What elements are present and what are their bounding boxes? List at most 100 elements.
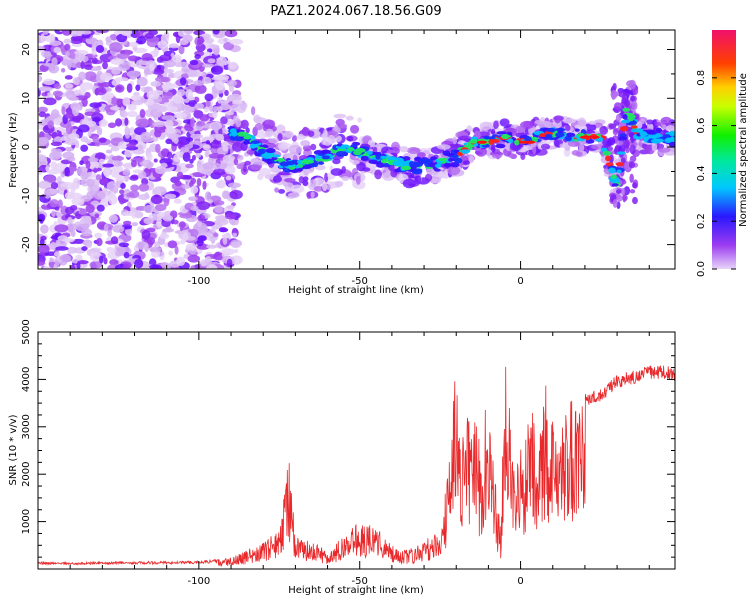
heatmap-cell (209, 44, 220, 49)
heatmap-cell (81, 33, 91, 39)
heatmap-cell (141, 229, 151, 240)
heatmap-cell (75, 254, 83, 261)
heatmap-cell (67, 60, 72, 70)
heatmap-cell (602, 150, 612, 156)
heatmap-cell (127, 104, 137, 111)
heatmap-cell (61, 106, 66, 116)
heatmap-cell (155, 166, 167, 175)
heatmap-cell (424, 173, 433, 182)
heatmap-cell (143, 204, 156, 214)
heatmap-cell (237, 131, 247, 137)
heatmap-cell (197, 214, 206, 222)
heatmap-cell (411, 168, 423, 173)
heatmap-cell (96, 204, 105, 212)
heatmap-cell (164, 68, 174, 74)
heatmap-cell (197, 36, 205, 45)
heatmap-cell (61, 68, 66, 73)
heatmap-cell (54, 259, 60, 268)
heatmap-cell (613, 102, 622, 110)
heatmap-cell (632, 182, 638, 189)
heatmap-cell (224, 89, 229, 97)
heatmap-cell (106, 95, 112, 105)
heatmap-cell (166, 151, 173, 160)
heatmap-cell (195, 153, 202, 158)
heatmap-cell (245, 127, 250, 134)
heatmap-cell (128, 41, 139, 48)
heatmap-cell (174, 180, 182, 187)
heatmap-cell (284, 178, 296, 183)
heatmap-cell (651, 142, 658, 152)
heatmap-cell (42, 266, 51, 269)
heatmap-cell (89, 102, 102, 109)
heatmap-cell (124, 148, 133, 158)
heatmap-cell (64, 83, 74, 89)
heatmap-cell (375, 154, 381, 160)
heatmap-cell (632, 196, 638, 205)
heatmap-cell (225, 175, 232, 181)
heatmap-cell (616, 194, 623, 202)
heatmap-cell (250, 106, 256, 116)
heatmap-cell (111, 96, 117, 107)
heatmap-cell (86, 191, 95, 199)
heatmap-cell (110, 236, 119, 244)
heatmap-cell (345, 115, 354, 121)
heatmap-cell (149, 246, 162, 252)
heatmap-cell (408, 161, 416, 167)
snr-xtick-label: -50 (352, 576, 368, 587)
heatmap-cell (612, 82, 617, 91)
heatmap-cell (401, 165, 412, 171)
heatmap-cell (102, 61, 108, 70)
heatmap-cell (244, 160, 251, 166)
heatmap-cell (217, 179, 226, 189)
heatmap-cell (162, 214, 174, 222)
heatmap-cell (271, 154, 281, 158)
heatmap-cell (571, 150, 580, 156)
heatmap-cell (479, 121, 492, 131)
heatmap-cell (80, 61, 85, 70)
heatmap-cell (74, 89, 80, 95)
heatmap-cell (134, 258, 144, 269)
heatmap-cell (562, 118, 577, 124)
heatmap-cell (173, 154, 180, 163)
heatmap-cell (136, 36, 147, 45)
heatmap-cell (190, 117, 195, 128)
heatmap-cell (555, 127, 566, 132)
heatmap-cell (98, 137, 107, 143)
heatmap-cell (211, 162, 222, 170)
heatmap-cell (57, 199, 63, 209)
heatmap-cell (436, 144, 451, 150)
heatmap-cell (116, 33, 128, 43)
snr-ytick-label: 4000 (21, 367, 32, 392)
heatmap-cell (54, 83, 62, 90)
heatmap-cell (183, 254, 189, 259)
heatmap-cell (190, 205, 199, 212)
heatmap-cell (185, 89, 193, 99)
heatmap-cell (40, 224, 49, 234)
heatmap-cell (138, 60, 150, 66)
heatmap-cell (622, 113, 628, 120)
heatmap-cell (196, 178, 202, 187)
colorbar-gradient (712, 30, 736, 269)
heatmap-cell (310, 143, 317, 151)
heatmap-cell (49, 257, 54, 263)
heatmap-cell (284, 130, 294, 138)
heatmap-cell (538, 120, 552, 130)
heatmap-cell (212, 110, 218, 119)
heatmap-cell (217, 96, 223, 104)
heatmap-cell (203, 106, 210, 113)
heatmap-cell (130, 94, 142, 101)
colorbar-label: Normalized spectral amplitude (738, 73, 749, 227)
heatmap-cell (254, 116, 263, 123)
heatmap-cell (69, 264, 76, 269)
heatmap-cell (501, 133, 510, 140)
colorbar-tick-label: 0.0 (696, 261, 707, 277)
heatmap-cell (176, 171, 184, 180)
heatmap-cell (310, 191, 315, 199)
heatmap-cell (182, 152, 191, 162)
heatmap-cell (120, 182, 126, 190)
heatmap-cell (232, 227, 238, 234)
heatmap-cell (539, 133, 545, 138)
heatmap-cell (148, 99, 155, 106)
heatmap-cell (164, 59, 176, 68)
